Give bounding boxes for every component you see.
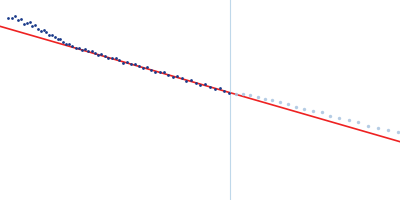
Point bbox=[15, 18, 22, 21]
Point bbox=[375, 127, 381, 130]
Point bbox=[54, 38, 61, 41]
Point bbox=[92, 52, 98, 55]
Point bbox=[35, 28, 41, 31]
Point bbox=[38, 29, 44, 33]
Point bbox=[207, 85, 213, 88]
Point bbox=[240, 92, 246, 96]
Point bbox=[156, 71, 163, 74]
Point bbox=[26, 20, 33, 23]
Point bbox=[212, 87, 218, 91]
Point bbox=[140, 67, 146, 70]
Point bbox=[29, 24, 36, 27]
Point bbox=[385, 129, 391, 132]
Point bbox=[183, 79, 189, 82]
Point bbox=[79, 49, 85, 52]
Point bbox=[43, 30, 50, 34]
Point bbox=[95, 54, 101, 57]
Point bbox=[32, 24, 38, 27]
Point bbox=[233, 92, 239, 95]
Point bbox=[24, 21, 30, 25]
Point bbox=[365, 125, 371, 128]
Point bbox=[144, 66, 150, 69]
Point bbox=[170, 75, 176, 79]
Point bbox=[136, 65, 142, 68]
Point bbox=[355, 120, 362, 124]
Point bbox=[18, 17, 24, 20]
Point bbox=[226, 92, 232, 95]
Point bbox=[12, 14, 18, 17]
Point bbox=[254, 95, 261, 98]
Point bbox=[247, 93, 254, 97]
Point bbox=[318, 111, 325, 114]
Point bbox=[197, 83, 204, 87]
Point bbox=[69, 45, 76, 48]
Point bbox=[72, 47, 79, 50]
Point bbox=[188, 79, 194, 82]
Point bbox=[293, 106, 299, 109]
Point bbox=[327, 115, 334, 118]
Point bbox=[285, 102, 291, 105]
Point bbox=[202, 83, 208, 86]
Point bbox=[336, 117, 342, 120]
Point bbox=[395, 131, 400, 134]
Point bbox=[112, 57, 119, 60]
Point bbox=[57, 38, 64, 41]
Point bbox=[262, 98, 268, 101]
Point bbox=[116, 59, 122, 62]
Point bbox=[124, 60, 130, 63]
Point bbox=[161, 71, 167, 74]
Point bbox=[221, 89, 228, 92]
Point bbox=[178, 77, 185, 80]
Point bbox=[174, 75, 180, 78]
Point bbox=[102, 55, 108, 58]
Point bbox=[105, 57, 112, 60]
Point bbox=[49, 33, 55, 36]
Point bbox=[165, 73, 172, 76]
Point bbox=[216, 87, 223, 90]
Point bbox=[52, 36, 58, 39]
Point bbox=[85, 50, 92, 53]
Point bbox=[301, 107, 307, 110]
Point bbox=[5, 16, 11, 19]
Point bbox=[66, 42, 72, 45]
Point bbox=[148, 68, 154, 71]
Point bbox=[40, 28, 47, 31]
Point bbox=[82, 48, 88, 51]
Point bbox=[152, 70, 158, 73]
Point bbox=[76, 46, 82, 50]
Point bbox=[46, 33, 52, 36]
Point bbox=[269, 99, 275, 102]
Point bbox=[277, 101, 283, 104]
Point bbox=[9, 16, 15, 19]
Point bbox=[98, 53, 104, 56]
Point bbox=[21, 23, 27, 26]
Point bbox=[346, 118, 352, 122]
Point bbox=[128, 62, 134, 65]
Point bbox=[192, 81, 199, 84]
Point bbox=[63, 42, 69, 45]
Point bbox=[109, 57, 115, 60]
Point bbox=[132, 62, 138, 66]
Point bbox=[120, 61, 126, 64]
Point bbox=[88, 50, 95, 53]
Point bbox=[310, 109, 316, 112]
Point bbox=[60, 40, 66, 43]
